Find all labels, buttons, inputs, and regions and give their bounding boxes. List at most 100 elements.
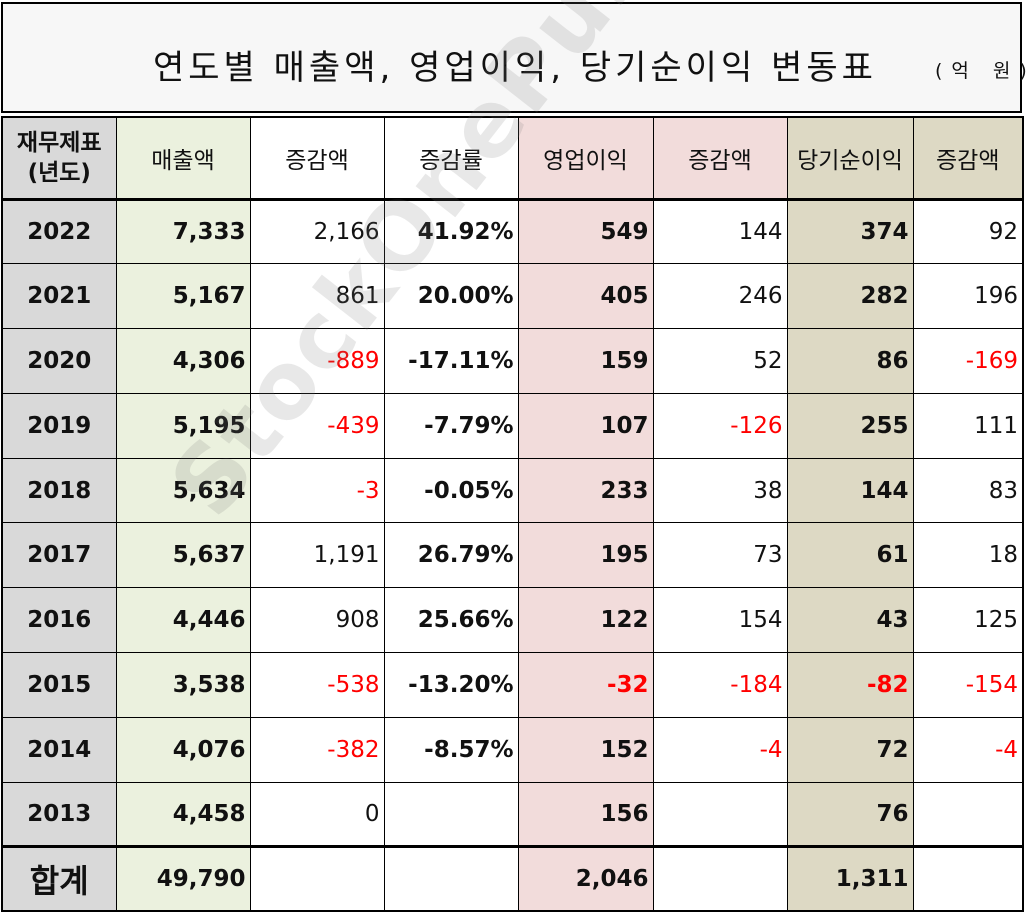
sales-rate-cell: -8.57% [383,716,519,783]
total-empty-cell [383,845,519,912]
sales-rate-cell: 26.79% [383,522,519,589]
net-delta-cell: -154 [912,652,1024,718]
total-operating-profit: 2,046 [517,845,654,912]
year-cell: 2014 [1,716,117,783]
sales-delta-cell: 861 [249,263,385,330]
operating-profit-cell: 233 [517,457,654,524]
operating-profit-cell: 195 [517,522,654,589]
table-row: 2019 5,195 -439 -7.79% 107 -126 255 111 [1,392,1024,459]
operating-profit-cell: 107 [517,392,654,459]
sales-delta-cell: 0 [249,781,385,848]
net-delta-cell: 18 [912,522,1024,589]
header-operating-profit: 영업이익 [517,116,654,201]
year-cell: 2017 [1,522,117,589]
table-row: 2016 4,446 908 25.66% 122 154 43 125 [1,587,1024,654]
sales-cell: 4,458 [115,781,251,848]
sales-cell: 4,076 [115,716,251,783]
sales-rate-cell: 20.00% [383,263,519,330]
total-empty-cell [912,845,1024,912]
operating-profit-cell: 152 [517,716,654,783]
net-income-cell: 282 [786,263,914,330]
net-income-cell: 86 [786,328,914,394]
op-delta-cell: 73 [652,522,788,589]
total-empty-cell [249,845,385,912]
net-income-cell: 61 [786,522,914,589]
sales-cell: 5,195 [115,392,251,459]
operating-profit-cell: 159 [517,328,654,394]
year-cell: 2021 [1,263,117,330]
page-title: 연도별 매출액, 영업이익, 당기순이익 변동표 [153,48,877,88]
sales-delta-cell: 1,191 [249,522,385,589]
net-income-cell: 76 [786,781,914,848]
op-delta-cell: -184 [652,652,788,718]
table-row: 2017 5,637 1,191 26.79% 195 73 61 18 [1,522,1024,589]
net-income-cell: 255 [786,392,914,459]
net-income-cell: 144 [786,457,914,524]
net-delta-cell [912,781,1024,848]
sales-delta-cell: 908 [249,587,385,654]
sales-rate-cell [383,781,519,848]
total-empty-cell [652,845,788,912]
sales-delta-cell: -538 [249,652,385,718]
op-delta-cell: 52 [652,328,788,394]
sales-cell: 4,446 [115,587,251,654]
year-cell: 2013 [1,781,117,848]
table-row: 2018 5,634 -3 -0.05% 233 38 144 83 [1,457,1024,524]
net-delta-cell: 125 [912,587,1024,654]
sales-cell: 5,634 [115,457,251,524]
sales-delta-cell: -439 [249,392,385,459]
sales-cell: 3,538 [115,652,251,718]
header-year-label: 재무제표 (년도) [16,129,102,186]
operating-profit-cell: -32 [517,652,654,718]
sales-rate-cell: 41.92% [383,198,519,265]
net-income-cell: 43 [786,587,914,654]
op-delta-cell: -126 [652,392,788,459]
year-cell: 2019 [1,392,117,459]
sales-rate-cell: -13.20% [383,652,519,718]
table-row: 2020 4,306 -889 -17.11% 159 52 86 -169 [1,328,1024,394]
unit-label: (억 원) [935,60,1027,82]
header-sales-rate: 증감률 [383,116,519,201]
year-cell: 2022 [1,198,117,265]
table-row: 2021 5,167 861 20.00% 405 246 282 196 [1,263,1024,330]
table-row: 2015 3,538 -538 -13.20% -32 -184 -82 -154 [1,652,1024,718]
total-net-income: 1,311 [786,845,914,912]
financial-table: 재무제표 (년도) 매출액 증감액 증감률 영업이익 증감액 당기순이익 증감액… [1,116,1024,912]
header-sales-delta: 증감액 [249,116,385,201]
table-row: 2022 7,333 2,166 41.92% 549 144 374 92 [1,198,1024,265]
net-income-cell: -82 [786,652,914,718]
operating-profit-cell: 549 [517,198,654,265]
table-row: 2013 4,458 0 156 76 [1,781,1024,848]
table-header-row: 재무제표 (년도) 매출액 증감액 증감률 영업이익 증감액 당기순이익 증감액 [1,116,1024,201]
header-net-delta: 증감액 [912,116,1024,201]
sales-rate-cell: -17.11% [383,328,519,394]
header-net-income: 당기순이익 [786,116,914,201]
sales-delta-cell: -889 [249,328,385,394]
net-delta-cell: 196 [912,263,1024,330]
op-delta-cell: 246 [652,263,788,330]
net-income-cell: 374 [786,198,914,265]
year-cell: 2020 [1,328,117,394]
op-delta-cell: 38 [652,457,788,524]
header-op-delta: 증감액 [652,116,788,201]
year-cell: 2015 [1,652,117,718]
total-sales: 49,790 [115,845,251,912]
sales-delta-cell: -3 [249,457,385,524]
net-delta-cell: 111 [912,392,1024,459]
operating-profit-cell: 405 [517,263,654,330]
total-row: 합계 49,790 2,046 1,311 [1,845,1024,912]
header-year: 재무제표 (년도) [1,116,117,201]
sales-cell: 5,637 [115,522,251,589]
total-label: 합계 [1,845,117,912]
operating-profit-cell: 156 [517,781,654,848]
op-delta-cell: -4 [652,716,788,783]
sales-cell: 7,333 [115,198,251,265]
op-delta-cell: 144 [652,198,788,265]
title-bar: 연도별 매출액, 영업이익, 당기순이익 변동표 (억 원) [1,2,1027,113]
header-sales: 매출액 [115,116,251,201]
sales-cell: 4,306 [115,328,251,394]
sales-cell: 5,167 [115,263,251,330]
sales-delta-cell: -382 [249,716,385,783]
year-cell: 2016 [1,587,117,654]
